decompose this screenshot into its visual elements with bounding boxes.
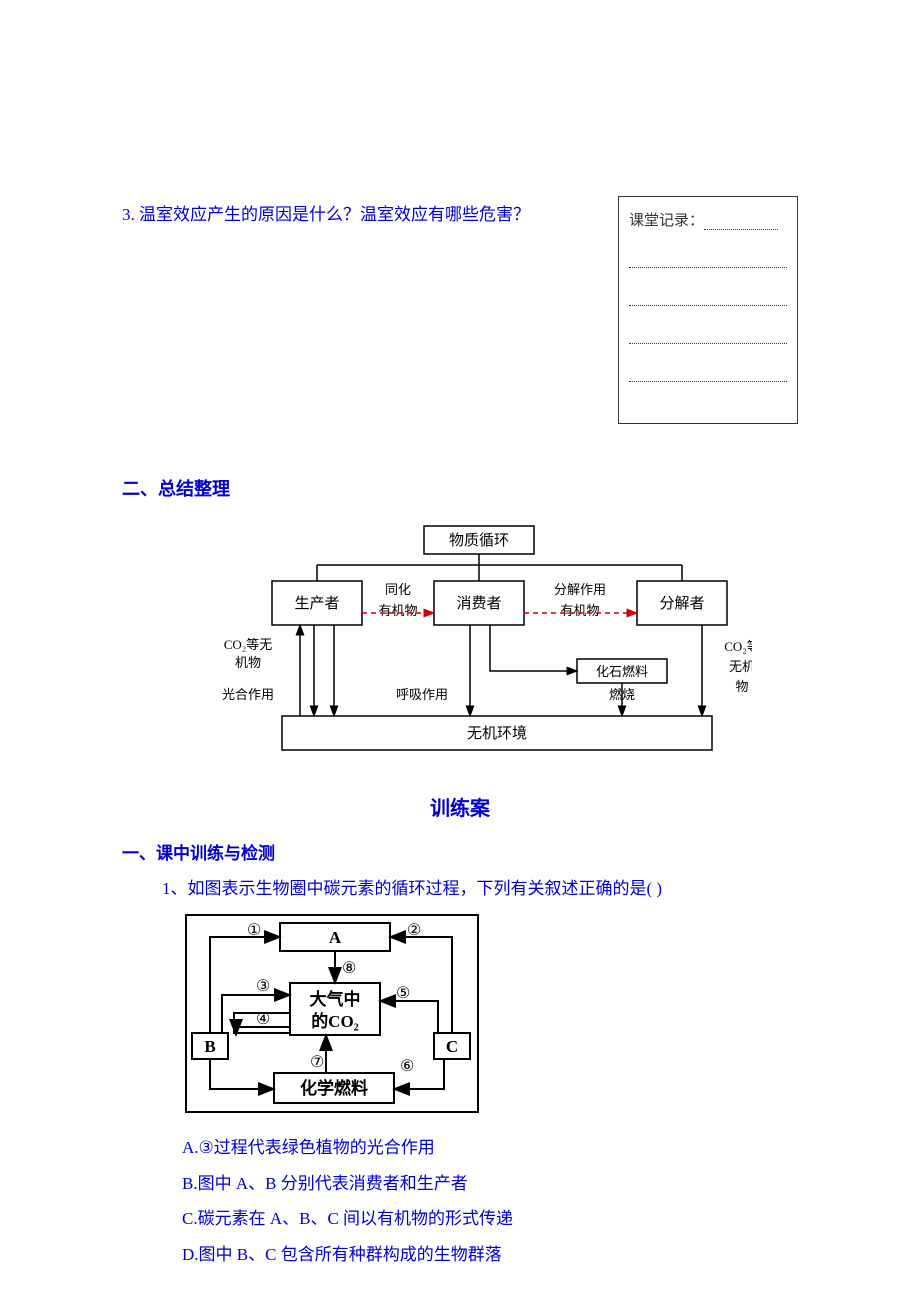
svg-text:呼吸作用: 呼吸作用 (396, 687, 448, 702)
svg-text:⑦: ⑦ (310, 1054, 324, 1071)
svg-text:⑧: ⑧ (342, 960, 356, 977)
svg-text:化学燃料: 化学燃料 (300, 1078, 368, 1098)
notes-line-3 (629, 342, 787, 344)
svg-text:物: 物 (735, 679, 748, 694)
svg-text:化石燃料: 化石燃料 (596, 664, 648, 679)
svg-text:物质循环: 物质循环 (449, 532, 509, 549)
option-a: A.③过程代表绿色植物的光合作用 (182, 1135, 798, 1161)
option-b: B.图中 A、B 分别代表消费者和生产者 (182, 1171, 798, 1197)
carbon-cycle-diagram: A 大气中 的CO₂ B C 化学燃料 ① ② ③ ④ ⑤ ⑥ ⑦ ⑧ (182, 911, 482, 1116)
notes-line-0 (704, 229, 778, 230)
section-2-title: 二、总结整理 (122, 475, 798, 501)
notes-line-1 (629, 266, 787, 268)
svg-text:无机环境: 无机环境 (467, 724, 527, 742)
svg-text:CO₂等: CO₂等 (724, 639, 752, 654)
svg-text:生产者: 生产者 (294, 595, 339, 612)
svg-text:⑥: ⑥ (400, 1058, 414, 1075)
svg-text:消费者: 消费者 (456, 595, 501, 612)
svg-text:CO₂等无: CO₂等无 (224, 637, 273, 652)
svg-text:有机物: 有机物 (560, 603, 599, 618)
svg-text:同化: 同化 (385, 582, 411, 597)
option-d: D.图中 B、C 包含所有种群构成的生物群落 (182, 1242, 798, 1268)
question-1-text: 1、如图表示生物圈中碳元素的循环过程，下列有关叙述正确的是( ) (162, 874, 798, 899)
svg-text:机物: 机物 (235, 655, 261, 670)
svg-text:B: B (204, 1037, 215, 1056)
notes-box: 课堂记录： (618, 196, 798, 424)
svg-text:A: A (329, 928, 342, 947)
svg-text:大气中: 大气中 (310, 989, 361, 1009)
option-c: C.碳元素在 A、B、C 间以有机物的形式传递 (182, 1206, 798, 1232)
svg-text:光合作用: 光合作用 (222, 687, 274, 702)
subsection-1-title: 一、课中训练与检测 (122, 839, 798, 864)
training-title: 训练案 (122, 792, 798, 821)
svg-text:③: ③ (256, 978, 270, 995)
svg-text:分解作用: 分解作用 (554, 582, 606, 597)
svg-text:⑤: ⑤ (396, 985, 410, 1002)
svg-text:的CO₂: 的CO₂ (311, 1011, 359, 1031)
svg-text:C: C (446, 1037, 458, 1056)
notes-line-4 (629, 380, 787, 382)
svg-text:无机: 无机 (729, 659, 752, 674)
svg-text:有机物: 有机物 (378, 603, 417, 618)
svg-text:分解者: 分解者 (659, 595, 704, 612)
notes-line-2 (629, 304, 787, 306)
notes-label: 课堂记录： (629, 213, 704, 229)
material-cycle-diagram: 物质循环 生产者 消费者 分解者 同化 有机物 分解作用 有机物 CO₂等无 机… (222, 521, 752, 761)
